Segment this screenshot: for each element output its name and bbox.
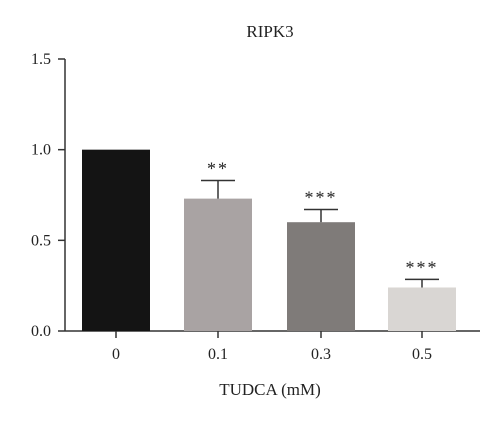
x-axis: 0 0.1 0.3 0.5	[65, 330, 480, 363]
error-bars	[201, 179, 439, 288]
x-tick-label: 0	[112, 346, 120, 363]
bar	[82, 149, 150, 331]
bar	[184, 198, 252, 331]
significance-label: **	[207, 158, 229, 178]
bars	[82, 149, 456, 331]
x-tick-label: 0.5	[412, 346, 432, 363]
significance-label: ***	[305, 188, 338, 208]
x-tick-label: 0.3	[311, 346, 331, 363]
bar	[287, 222, 355, 331]
y-tick-label: 1.0	[31, 142, 51, 159]
significance-marks: ********	[207, 158, 439, 277]
bar	[388, 287, 456, 331]
chart-title: RIPK3	[246, 22, 293, 41]
x-tick-label: 0.1	[208, 346, 228, 363]
x-axis-label: TUDCA (mM)	[219, 380, 321, 399]
y-tick-label: 1.5	[31, 51, 51, 68]
y-tick-label: 0.0	[31, 323, 51, 340]
significance-label: ***	[406, 257, 439, 277]
y-axis: 0.0 0.5 1.0 1.5	[31, 51, 66, 340]
y-tick-label: 0.5	[31, 232, 51, 249]
